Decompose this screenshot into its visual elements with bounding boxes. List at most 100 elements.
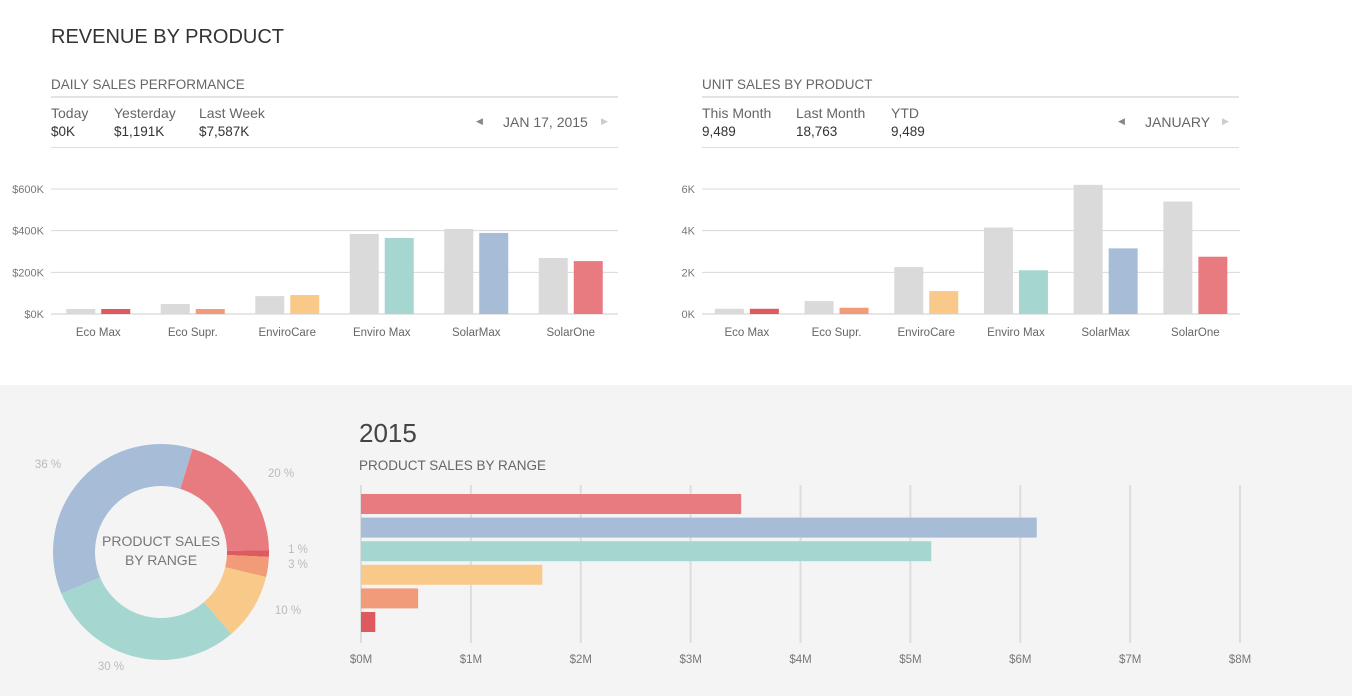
slice-label: 30 % xyxy=(98,661,124,673)
bar-current xyxy=(1198,256,1228,314)
kpi-label: Today xyxy=(51,105,89,121)
bar-previous xyxy=(1163,201,1193,314)
bar-previous xyxy=(714,308,744,314)
kpi-label: YTD xyxy=(891,105,919,121)
x-tick-label: SolarOne xyxy=(1171,327,1220,339)
y-tick-label: $200K xyxy=(12,267,44,279)
hbar xyxy=(361,494,742,514)
bar-current xyxy=(290,295,320,314)
bar-current xyxy=(749,308,779,314)
x-tick-label: $5M xyxy=(899,654,921,666)
top-bar-charts: $0K $200K $400K $600K Eco Max Eco Supr. Enviro… xyxy=(12,184,1240,339)
y-tick-label: $400K xyxy=(12,226,44,238)
kpi-value: 9,489 xyxy=(891,124,925,139)
bar-previous xyxy=(160,304,190,314)
kpi-value: 9,489 xyxy=(702,124,736,139)
x-tick-label: $4M xyxy=(789,654,811,666)
divider xyxy=(51,96,618,98)
date-label: JAN 17, 2015 xyxy=(503,114,588,130)
year-heading: 2015 xyxy=(359,418,417,448)
bar-current xyxy=(1108,248,1138,314)
bottom-panel xyxy=(0,385,1352,696)
divider xyxy=(51,147,618,148)
units-title: UNIT SALES BY PRODUCT xyxy=(702,77,873,92)
x-tick-label: Eco Max xyxy=(724,327,769,339)
kpi-value: $7,587K xyxy=(199,124,250,139)
y-tick-label: $0K xyxy=(24,309,44,321)
y-tick-label: 0K xyxy=(682,309,696,321)
hbar xyxy=(361,541,932,562)
x-tick-label: $7M xyxy=(1119,654,1141,666)
next-date-icon[interactable]: ▶ xyxy=(601,116,608,126)
bar-current xyxy=(479,232,509,314)
bar-previous xyxy=(894,267,924,314)
bar-current xyxy=(929,291,959,314)
prev-date-icon[interactable]: ◀ xyxy=(476,116,483,126)
x-tick-label: Enviro Max xyxy=(353,327,411,339)
prev-period-icon[interactable]: ◀ xyxy=(1118,116,1125,126)
x-tick-label: SolarOne xyxy=(546,327,595,339)
x-tick-label: SolarMax xyxy=(452,327,501,339)
x-tick-label: $3M xyxy=(679,654,701,666)
bottom-charts: 20 % 1 % 3 % 10 % 30 % 36 % PRODUCT SALES BY RA… xyxy=(35,444,1251,673)
y-tick-label: 4K xyxy=(682,226,696,238)
donut-slice xyxy=(203,567,267,635)
x-tick-label: $6M xyxy=(1009,654,1031,666)
x-tick-label: Enviro Max xyxy=(987,327,1045,339)
bar-current xyxy=(384,237,414,314)
hbar xyxy=(361,612,376,632)
donut-slice xyxy=(180,448,269,551)
x-tick-label: EnviroCare xyxy=(897,327,955,339)
donut-slice xyxy=(61,577,232,660)
bar-current xyxy=(1018,270,1048,314)
kpi-value: $0K xyxy=(51,124,76,139)
hbar xyxy=(361,564,543,585)
next-period-icon[interactable]: ▶ xyxy=(1222,116,1229,126)
x-tick-label: Eco Supr. xyxy=(812,327,862,339)
bar-current xyxy=(101,309,131,314)
kpi-label: Last Month xyxy=(796,105,866,121)
hbar xyxy=(361,517,1037,538)
kpi-label: Last Week xyxy=(199,105,265,121)
kpi-value: 18,763 xyxy=(796,124,838,139)
bar-previous xyxy=(255,296,285,314)
y-tick-label: 6K xyxy=(682,184,696,196)
x-tick-label: EnviroCare xyxy=(258,327,316,339)
divider xyxy=(702,147,1239,148)
bar-current xyxy=(195,309,225,314)
x-tick-label: $8M xyxy=(1229,654,1251,666)
x-tick-label: $0M xyxy=(350,654,372,666)
donut-slice xyxy=(53,444,193,594)
kpi-label: This Month xyxy=(702,105,772,121)
x-tick-label: $1M xyxy=(460,654,482,666)
y-tick-label: $600K xyxy=(12,184,44,196)
x-tick-label: Eco Supr. xyxy=(168,327,218,339)
divider xyxy=(702,96,1239,98)
kpi-value: $1,191K xyxy=(114,124,165,139)
donut-center-label: PRODUCT SALES xyxy=(102,533,220,549)
bar-previous xyxy=(1073,184,1103,314)
slice-label: 1 % xyxy=(288,544,308,556)
x-tick-label: $2M xyxy=(570,654,592,666)
period-label: JANUARY xyxy=(1145,114,1211,130)
donut-center-label: BY RANGE xyxy=(125,552,197,568)
x-tick-label: SolarMax xyxy=(1081,327,1130,339)
bar-previous xyxy=(983,227,1013,314)
slice-label: 36 % xyxy=(35,459,61,471)
donut-slice xyxy=(225,554,269,578)
slice-label: 20 % xyxy=(268,468,294,480)
bar-previous xyxy=(444,229,474,314)
bar-previous xyxy=(66,309,96,314)
bar-previous xyxy=(538,257,568,314)
slice-label: 3 % xyxy=(288,559,308,571)
kpi-label: Yesterday xyxy=(114,105,176,121)
bar-previous xyxy=(804,301,834,314)
page-title: REVENUE BY PRODUCT xyxy=(51,26,285,48)
slice-label: 10 % xyxy=(275,605,301,617)
donut-slice xyxy=(226,550,269,557)
x-tick-label: Eco Max xyxy=(76,327,121,339)
y-tick-label: 2K xyxy=(682,267,696,279)
daily-title: DAILY SALES PERFORMANCE xyxy=(51,77,245,92)
range-title: PRODUCT SALES BY RANGE xyxy=(359,458,547,473)
hbar xyxy=(361,588,419,609)
